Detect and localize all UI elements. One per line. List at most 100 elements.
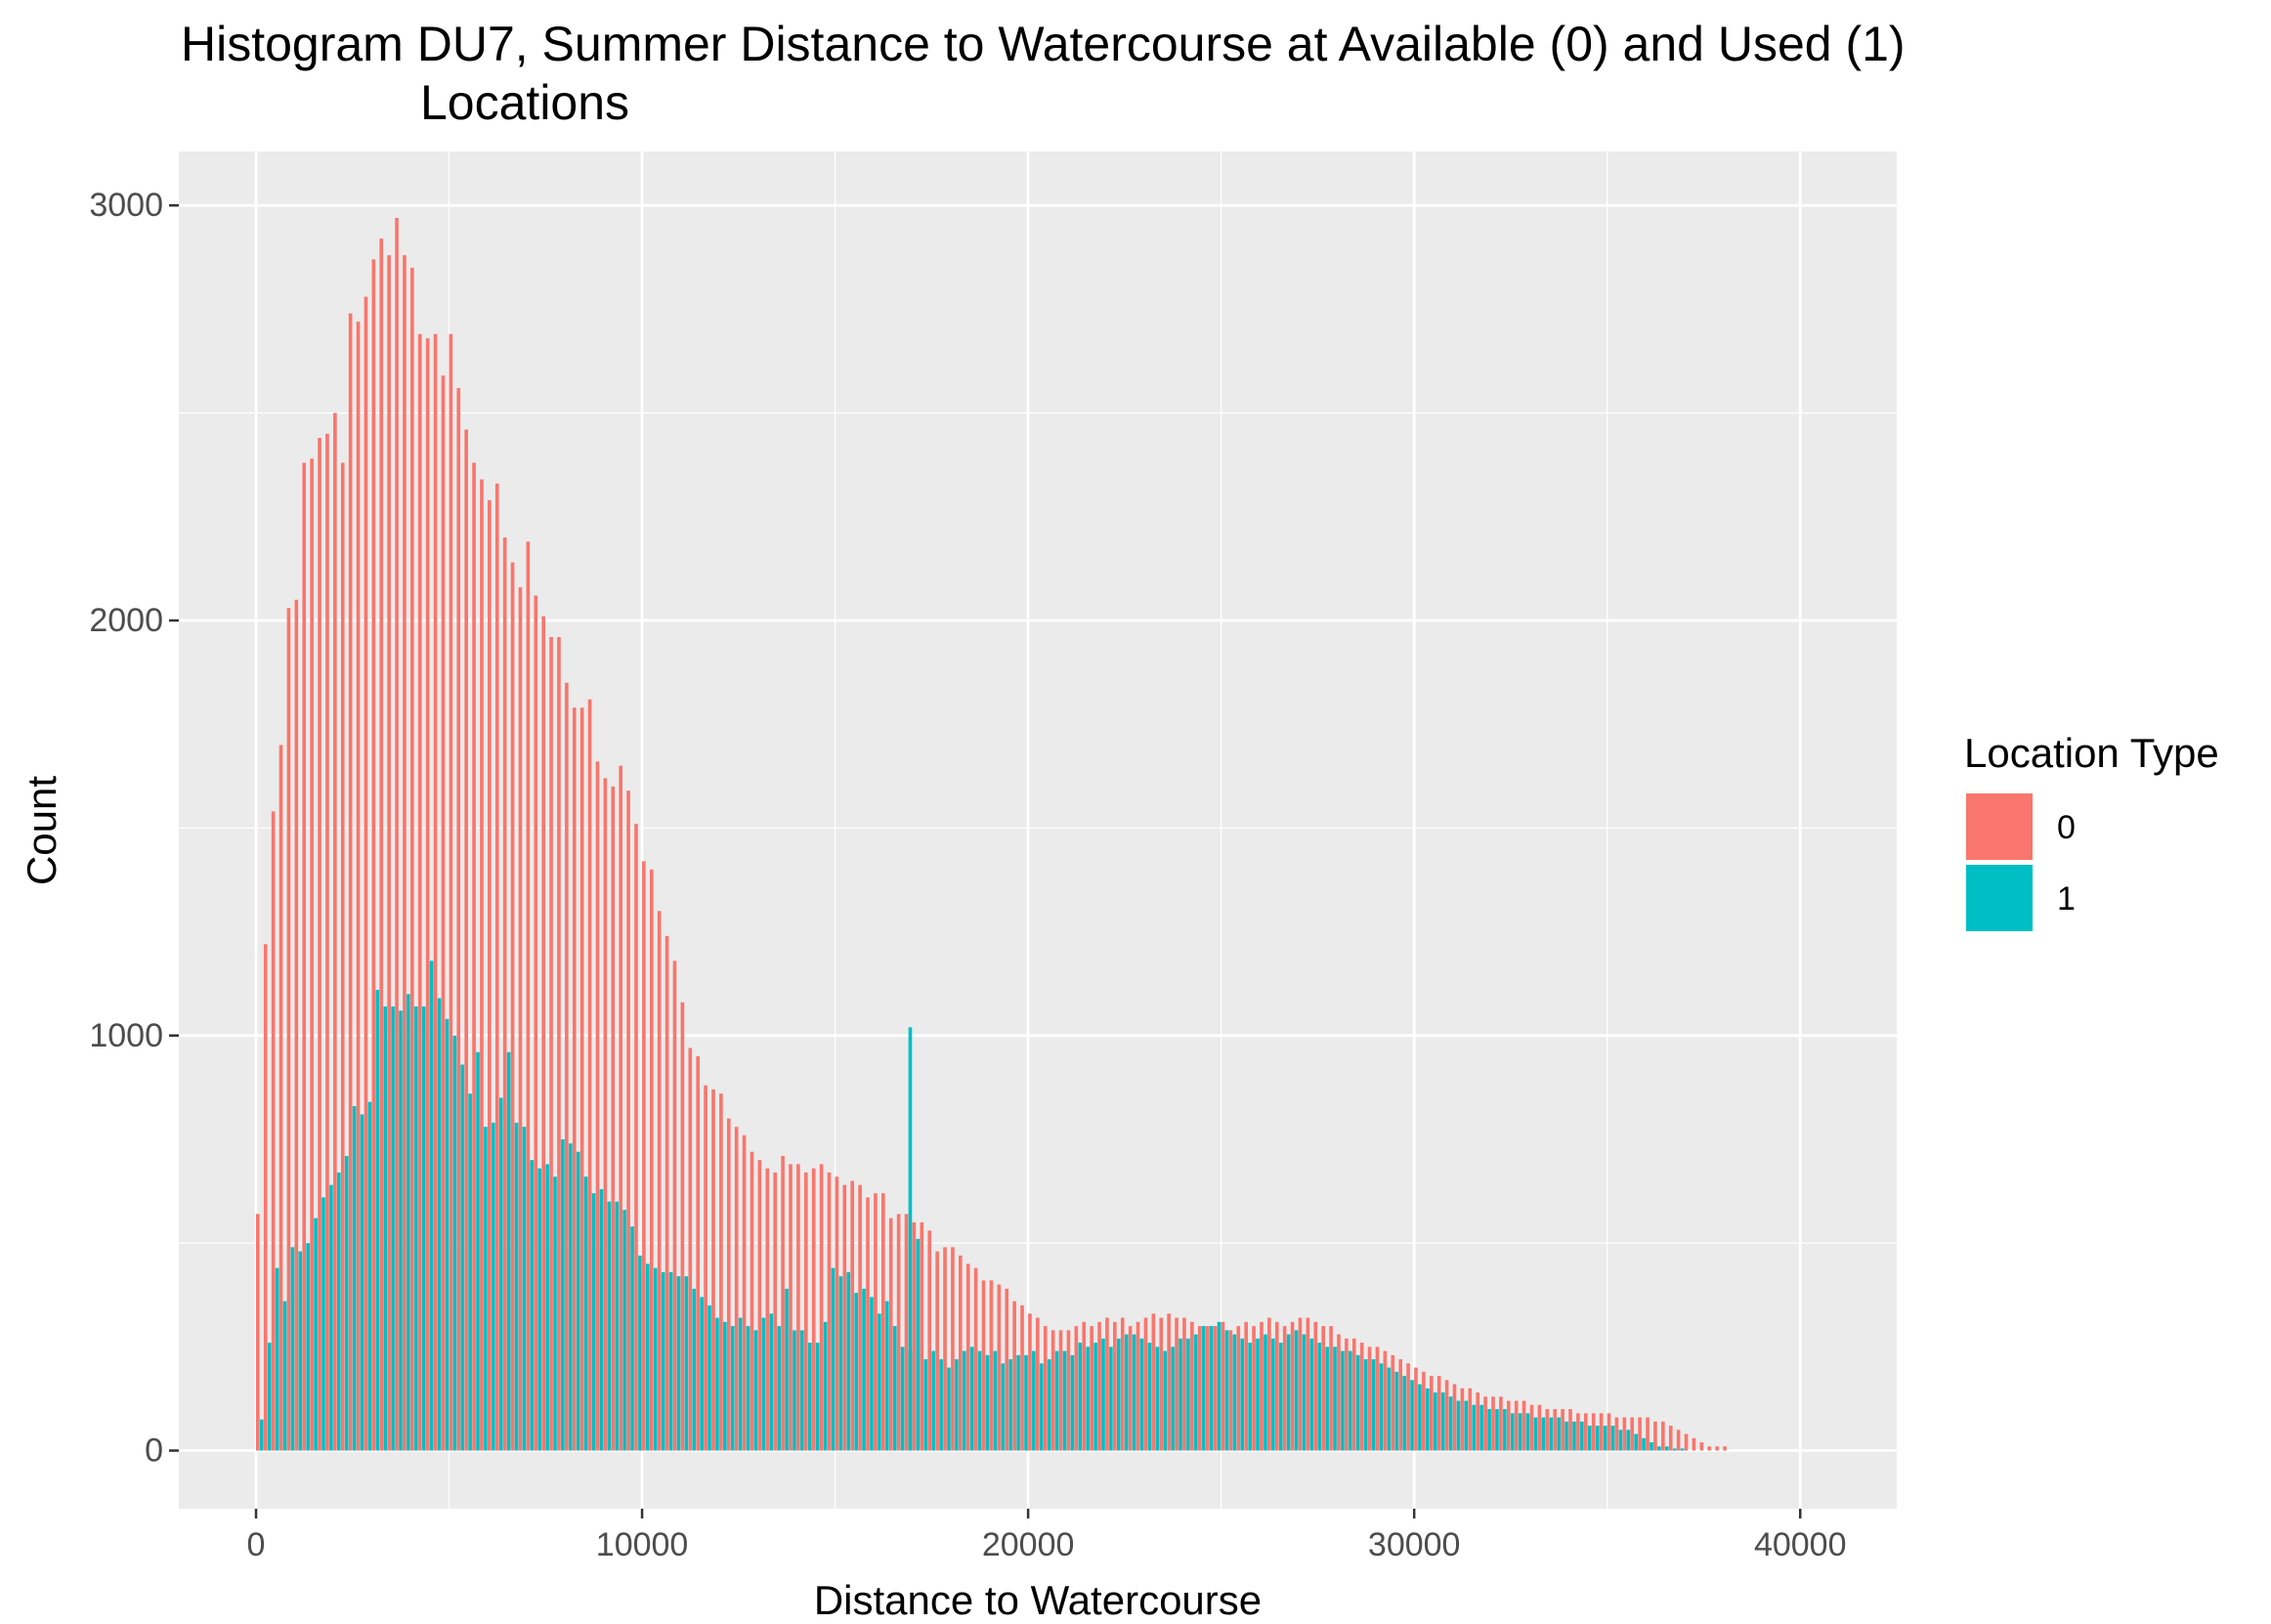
bar-0-2 bbox=[271, 811, 276, 1451]
bar-1-136 bbox=[1309, 1338, 1314, 1451]
bar-0-105 bbox=[1066, 1330, 1071, 1451]
bar-1-112 bbox=[1124, 1334, 1129, 1451]
bar-0-181 bbox=[1653, 1421, 1657, 1451]
bar-1-32 bbox=[506, 1051, 511, 1451]
bar-1-148 bbox=[1402, 1376, 1406, 1451]
bar-1-115 bbox=[1147, 1343, 1152, 1451]
bar-1-52 bbox=[661, 1271, 665, 1451]
bar-1-111 bbox=[1116, 1338, 1121, 1451]
bar-0-86 bbox=[920, 1221, 924, 1451]
bar-0-14 bbox=[364, 296, 368, 1451]
bar-0-120 bbox=[1182, 1317, 1186, 1451]
bar-1-155 bbox=[1456, 1400, 1461, 1451]
bar-1-181 bbox=[1657, 1446, 1661, 1451]
legend-label-1: 1 bbox=[2057, 880, 2076, 918]
bar-0-36 bbox=[534, 595, 538, 1451]
bar-0-9 bbox=[325, 433, 329, 1451]
bar-1-114 bbox=[1139, 1338, 1144, 1451]
bar-1-63 bbox=[746, 1326, 750, 1451]
bar-1-174 bbox=[1603, 1426, 1607, 1451]
bar-0-173 bbox=[1591, 1413, 1596, 1451]
legend-key-0 bbox=[1966, 793, 2033, 860]
bar-0-131 bbox=[1267, 1317, 1271, 1451]
bar-0-121 bbox=[1190, 1321, 1194, 1451]
bar-0-28 bbox=[472, 462, 476, 1451]
bar-0-46 bbox=[611, 786, 616, 1451]
bar-1-162 bbox=[1510, 1413, 1515, 1451]
bar-0-161 bbox=[1499, 1396, 1503, 1451]
bar-1-72 bbox=[815, 1343, 820, 1451]
bar-1-70 bbox=[800, 1330, 804, 1451]
bar-1-43 bbox=[591, 1193, 596, 1451]
bar-1-79 bbox=[870, 1297, 874, 1451]
bar-1-157 bbox=[1472, 1404, 1477, 1451]
bar-1-0 bbox=[259, 1419, 264, 1451]
bar-1-73 bbox=[823, 1321, 828, 1451]
bar-1-92 bbox=[969, 1346, 974, 1451]
bar-1-117 bbox=[1163, 1350, 1168, 1451]
bar-0-103 bbox=[1050, 1330, 1055, 1451]
bar-1-161 bbox=[1503, 1409, 1507, 1451]
bar-0-37 bbox=[541, 616, 545, 1451]
bar-0-97 bbox=[1005, 1288, 1009, 1451]
bar-0-166 bbox=[1537, 1404, 1542, 1451]
bar-0-92 bbox=[965, 1263, 970, 1451]
bar-1-25 bbox=[452, 1035, 457, 1451]
bar-1-2 bbox=[275, 1267, 279, 1451]
bar-1-89 bbox=[947, 1367, 951, 1451]
x-axis-title: Distance to Watercourse bbox=[814, 1577, 1262, 1623]
x-tick-label: 0 bbox=[247, 1526, 266, 1563]
bar-0-132 bbox=[1274, 1321, 1279, 1451]
bar-1-105 bbox=[1070, 1354, 1075, 1451]
bar-0-64 bbox=[750, 1151, 754, 1451]
bar-1-21 bbox=[421, 1006, 426, 1451]
bar-1-81 bbox=[884, 1301, 889, 1451]
bar-1-83 bbox=[900, 1346, 905, 1451]
bar-0-145 bbox=[1375, 1346, 1380, 1451]
bar-0-178 bbox=[1630, 1417, 1635, 1451]
bar-1-39 bbox=[561, 1138, 565, 1451]
bar-0-172 bbox=[1584, 1413, 1588, 1451]
bar-1-11 bbox=[344, 1155, 349, 1451]
bar-0-48 bbox=[626, 791, 630, 1451]
bar-1-134 bbox=[1294, 1330, 1299, 1451]
bar-1-129 bbox=[1256, 1338, 1260, 1451]
bar-1-8 bbox=[321, 1197, 325, 1451]
chart-title-line2: Locations bbox=[420, 75, 629, 130]
bar-0-174 bbox=[1599, 1413, 1604, 1451]
bar-1-158 bbox=[1479, 1404, 1483, 1451]
bar-1-177 bbox=[1626, 1430, 1631, 1451]
bar-0-125 bbox=[1221, 1321, 1225, 1451]
bar-0-12 bbox=[348, 313, 353, 1451]
bar-0-153 bbox=[1436, 1376, 1441, 1451]
bar-1-153 bbox=[1440, 1392, 1445, 1451]
bar-1-31 bbox=[498, 1097, 503, 1451]
bar-0-16 bbox=[379, 238, 384, 1451]
bar-0-163 bbox=[1514, 1400, 1519, 1451]
bar-1-175 bbox=[1610, 1426, 1615, 1451]
bar-0-116 bbox=[1151, 1313, 1156, 1451]
bar-0-53 bbox=[664, 935, 669, 1451]
bar-0-100 bbox=[1028, 1313, 1032, 1451]
bar-1-110 bbox=[1109, 1346, 1113, 1451]
bar-1-147 bbox=[1394, 1371, 1399, 1451]
y-axis: 0 1000 2000 3000 bbox=[89, 187, 179, 1470]
bar-1-133 bbox=[1286, 1334, 1291, 1451]
bar-1-35 bbox=[530, 1160, 535, 1451]
bar-0-177 bbox=[1622, 1417, 1627, 1451]
bar-0-176 bbox=[1614, 1417, 1619, 1451]
bar-0-52 bbox=[657, 911, 662, 1451]
bar-1-40 bbox=[569, 1143, 573, 1451]
bar-0-4 bbox=[286, 608, 291, 1451]
bar-1-183 bbox=[1672, 1448, 1677, 1451]
bar-1-18 bbox=[399, 1010, 403, 1451]
bar-1-33 bbox=[514, 1122, 519, 1451]
bar-0-164 bbox=[1521, 1400, 1526, 1451]
bar-1-41 bbox=[576, 1151, 580, 1451]
bar-0-30 bbox=[488, 499, 492, 1451]
bar-0-13 bbox=[356, 321, 361, 1451]
bar-0-188 bbox=[1707, 1446, 1712, 1451]
bar-0-107 bbox=[1082, 1321, 1087, 1451]
bar-1-26 bbox=[460, 1064, 465, 1451]
bar-0-22 bbox=[425, 338, 430, 1451]
